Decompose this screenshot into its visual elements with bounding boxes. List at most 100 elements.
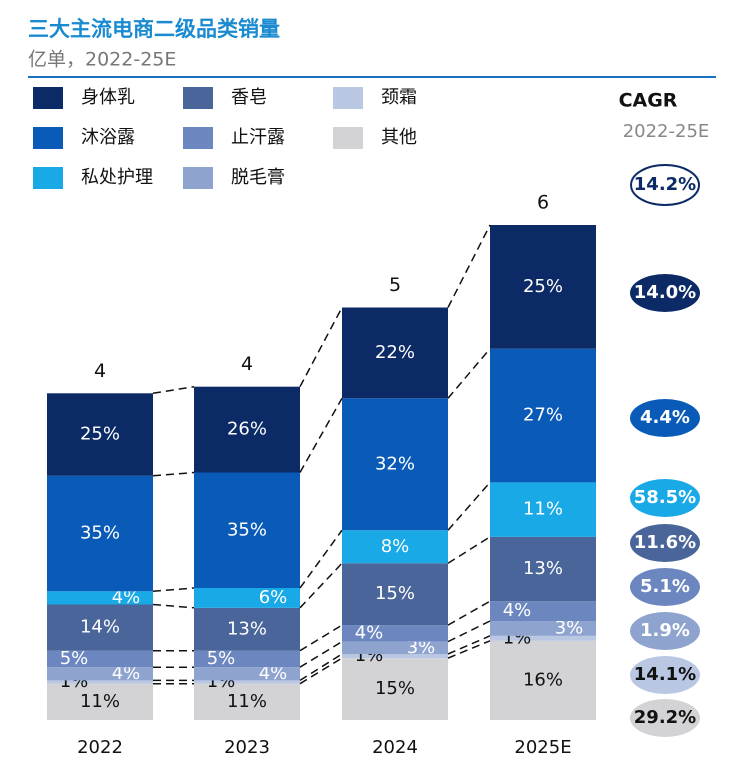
cagr-badge xyxy=(630,524,700,562)
bar-segment xyxy=(490,348,596,483)
connector xyxy=(447,348,491,399)
connector xyxy=(447,600,491,626)
segment-label: 11% xyxy=(227,691,267,712)
legend-swatch xyxy=(333,127,363,149)
segment-label: 27% xyxy=(523,405,563,426)
segment-label: 13% xyxy=(523,558,563,579)
segment-label: 4% xyxy=(259,663,288,684)
connector xyxy=(299,657,343,685)
total-label: 4 xyxy=(94,360,106,382)
connector xyxy=(152,603,195,609)
bar-segment xyxy=(47,591,153,605)
segment-label: 35% xyxy=(227,519,267,540)
connector xyxy=(447,481,491,531)
legend-label: 沐浴露 xyxy=(81,127,135,148)
segment-label: 11% xyxy=(523,499,563,520)
legend-swatch xyxy=(183,127,213,149)
cagr-period: 2022-25E xyxy=(623,121,710,142)
connector xyxy=(447,620,491,643)
legend-label: 身体乳 xyxy=(81,87,135,108)
cagr-label: 11.6% xyxy=(634,532,696,553)
cagr-label: 29.2% xyxy=(634,707,696,728)
bar-segment xyxy=(47,604,153,651)
segment-label: 11% xyxy=(80,691,120,712)
bar-segment xyxy=(47,683,153,720)
bar-segment xyxy=(342,625,448,642)
segment-label: 35% xyxy=(80,523,120,544)
connector xyxy=(299,307,343,388)
bar-segment xyxy=(194,386,300,473)
segment-label: 4% xyxy=(112,587,141,608)
segment-label: 8% xyxy=(381,536,410,557)
connector xyxy=(447,536,491,564)
cagr-label: 1.9% xyxy=(640,620,690,641)
segment-label: 4% xyxy=(355,622,384,643)
legend-label: 香皂 xyxy=(231,87,267,108)
cagr-label: 58.5% xyxy=(634,487,696,508)
bar-segment xyxy=(194,472,300,588)
bar-segment xyxy=(490,640,596,720)
x-tick-label: 2024 xyxy=(372,737,418,758)
legend-label: 私处护理 xyxy=(81,167,153,188)
segment-label: 4% xyxy=(503,600,532,621)
total-label: 6 xyxy=(537,192,549,214)
connector xyxy=(447,224,491,308)
bar-segment xyxy=(342,654,448,659)
cagr-badge xyxy=(630,656,700,694)
legend-label: 其他 xyxy=(381,127,417,148)
connector xyxy=(299,562,343,609)
segment-label: 15% xyxy=(375,583,415,604)
connector xyxy=(152,587,195,593)
cagr-title: CAGR xyxy=(619,90,678,112)
chart-title: 三大主流电商二级品类销量 xyxy=(28,17,280,41)
bar-segment xyxy=(342,398,448,531)
bar-segment xyxy=(47,475,153,592)
legend-label: 脱毛膏 xyxy=(231,166,285,188)
legend-swatch xyxy=(33,87,63,109)
chart-subtitle: 亿单，2022-25E xyxy=(28,49,176,71)
legend-swatch xyxy=(33,167,63,189)
connector xyxy=(152,471,195,477)
cagr-badge xyxy=(630,479,700,517)
cagr-label: 5.1% xyxy=(640,576,690,597)
segment-label: 5% xyxy=(207,648,236,669)
total-label: 4 xyxy=(241,353,253,375)
cagr-label: 14.1% xyxy=(634,664,696,685)
connector xyxy=(299,529,343,589)
connector xyxy=(447,635,491,655)
segment-label: 16% xyxy=(523,669,563,690)
bar-segment xyxy=(490,536,596,602)
legend-swatch xyxy=(183,87,213,109)
cagr-badge xyxy=(630,399,700,437)
bar-segment xyxy=(47,650,153,668)
bar-segment xyxy=(490,482,596,537)
bar-segment xyxy=(194,683,300,720)
connector xyxy=(299,653,343,682)
bar-segment xyxy=(342,307,448,399)
legend-swatch xyxy=(33,127,63,149)
legend-label: 止汗露 xyxy=(231,127,285,148)
cagr-badge xyxy=(630,612,700,650)
segment-label: 4% xyxy=(112,663,141,684)
cagr-badge xyxy=(630,568,700,606)
segment-label: 25% xyxy=(523,276,563,297)
connector xyxy=(152,385,195,395)
segment-label: 13% xyxy=(227,618,267,639)
segment-label: 5% xyxy=(60,648,89,669)
connector xyxy=(447,640,491,659)
segment-label: 3% xyxy=(555,617,584,638)
legend-swatch xyxy=(183,167,213,189)
segment-label: 15% xyxy=(375,678,415,699)
x-tick-label: 2025E xyxy=(514,737,571,758)
bar-segment xyxy=(194,667,300,681)
bar-segment xyxy=(47,667,153,681)
bar-segment xyxy=(194,607,300,651)
connector xyxy=(299,624,343,652)
x-tick-label: 2023 xyxy=(224,737,270,758)
cagr-badge xyxy=(630,699,700,737)
bar-segment xyxy=(194,650,300,668)
total-label: 5 xyxy=(389,274,401,296)
bar-segment xyxy=(342,641,448,654)
bar-segment xyxy=(490,225,596,349)
